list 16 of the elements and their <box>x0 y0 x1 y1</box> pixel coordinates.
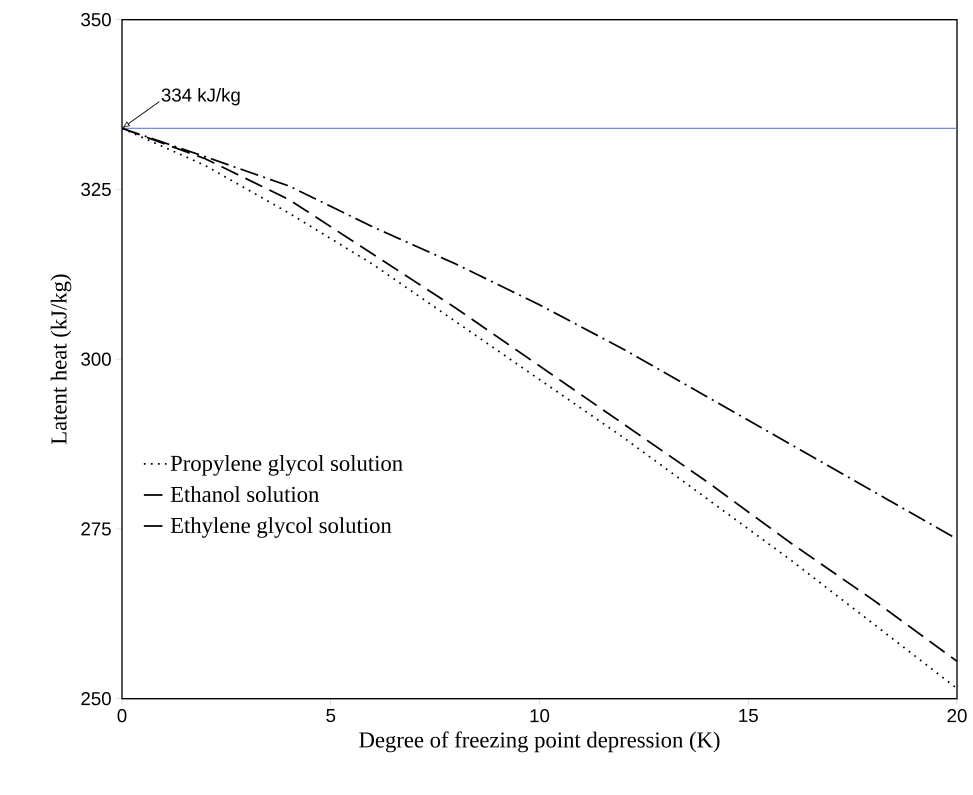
y-tick-label: 250 <box>81 692 111 706</box>
x-tick-label: 10 <box>530 709 550 722</box>
y-tick-label: 300 <box>81 352 111 366</box>
legend-label: Propylene glycol solution <box>170 455 403 476</box>
x-axis-title: Degree of freezing point depression (K) <box>359 732 720 752</box>
x-tick-label: 20 <box>948 709 967 722</box>
y-tick-label: 275 <box>81 522 111 536</box>
y-tick-label: 325 <box>81 182 111 196</box>
annotation: 334 kJ/kg <box>162 88 240 106</box>
x-tick-label: 5 <box>326 709 336 722</box>
legend-label: Ethylene glycol solution <box>170 517 392 538</box>
x-tick-label: 0 <box>118 709 126 722</box>
y-axis-title: Latent heat (kJ/kg) <box>50 274 72 444</box>
legend-label: Ethanol solution <box>170 486 320 502</box>
y-tick-label: 350 <box>81 13 111 26</box>
x-tick-label: 15 <box>739 709 758 722</box>
